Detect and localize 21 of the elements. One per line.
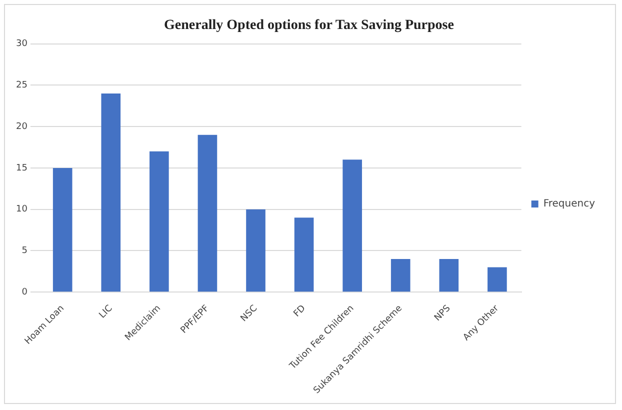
- bar: [101, 93, 121, 292]
- y-tick-label: 25: [16, 80, 28, 91]
- x-tick-label: LIC: [98, 304, 115, 321]
- y-tick-label: 30: [16, 39, 28, 50]
- y-tick-label: 10: [16, 204, 28, 215]
- bar: [52, 168, 72, 292]
- bar: [488, 267, 507, 292]
- y-tick-label: 5: [22, 246, 28, 256]
- y-tick-label: 15: [16, 163, 28, 174]
- chart-title: Generally Opted options for Tax Saving Purpose: [164, 18, 454, 34]
- bar: [390, 259, 410, 292]
- bar: [198, 134, 218, 292]
- legend-label: Frequency: [543, 198, 596, 210]
- x-tick-label: FD: [292, 304, 308, 320]
- bar: [246, 209, 266, 292]
- bar: [150, 151, 169, 292]
- bar: [342, 160, 362, 292]
- y-tick-label: 0: [22, 287, 28, 298]
- bar: [294, 218, 314, 292]
- y-tick-label: 20: [16, 122, 28, 132]
- bar: [439, 259, 459, 292]
